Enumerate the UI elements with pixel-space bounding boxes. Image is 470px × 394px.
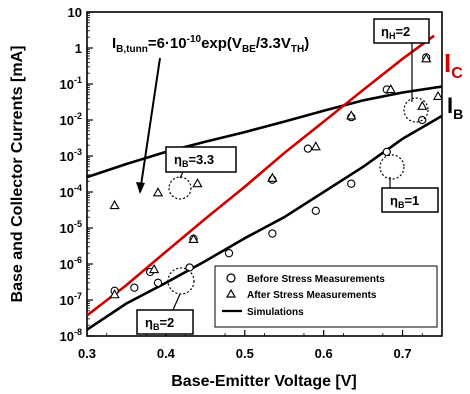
eta-b-2-box xyxy=(136,309,194,335)
before-stress-point xyxy=(130,283,139,292)
eta-b-33-box xyxy=(165,146,237,173)
eta-h-2-label: ηH=2 xyxy=(381,24,410,41)
after-stress-point xyxy=(192,178,203,188)
before-stress-point xyxy=(303,144,313,153)
after-stress-point xyxy=(109,199,120,210)
x-tick-labels: 0.3 0.4 0.5 0.6 0.7 xyxy=(78,346,412,361)
y-tick-label: 10-4 xyxy=(60,183,82,200)
x-axis-label: Base-Emitter Voltage [V] xyxy=(171,373,357,390)
ic-series-label: IC xyxy=(444,48,463,82)
formula-arrow-head xyxy=(136,182,145,194)
after-stress-point xyxy=(152,187,164,197)
before-stress-point xyxy=(311,206,320,215)
simulation-line-ib-1 xyxy=(87,85,442,179)
legend-label-after: After Stress Measurements xyxy=(247,290,377,301)
y-tick-label: 10-5 xyxy=(60,219,82,236)
measurement-markers xyxy=(109,53,442,299)
legend-box xyxy=(214,265,438,328)
simulation-line-ic xyxy=(87,34,435,317)
x-tick-label: 0.4 xyxy=(157,346,176,361)
y-tick-labels: 10-8 10-7 10-6 10-5 10-4 10-3 10-2 10-1 1 10 xyxy=(60,5,82,344)
after-stress-point xyxy=(148,263,160,274)
tick-marks xyxy=(86,11,423,337)
legend-label-simulations: Simulations xyxy=(247,307,304,318)
before-stress-point xyxy=(268,229,277,238)
y-axis-label: Base and Collector Currents [mA] xyxy=(9,46,26,303)
y-tick-label: 10-2 xyxy=(60,111,82,128)
legend-label-before: Before Stress Measurements xyxy=(247,274,385,285)
eta-b-1-box xyxy=(381,187,439,213)
eta-b-1-circle xyxy=(379,154,405,180)
after-stress-point xyxy=(421,53,432,63)
y-tick-label: 1 xyxy=(75,41,82,56)
x-tick-label: 0.5 xyxy=(236,346,254,361)
before-stress-point xyxy=(153,278,163,287)
y-tick-label: 10-6 xyxy=(60,255,82,272)
y-tick-label: 10 xyxy=(68,5,82,20)
x-tick-label: 0.7 xyxy=(394,346,412,361)
after-stress-point xyxy=(267,172,278,182)
legend-circle-marker xyxy=(226,273,236,283)
x-tick-label: 0.3 xyxy=(78,346,96,361)
before-stress-point xyxy=(347,179,356,188)
eta-b-2-connector xyxy=(172,293,181,311)
ib-series-label: IB xyxy=(447,93,463,122)
formula-arrow-line xyxy=(139,57,161,193)
before-stress-point xyxy=(185,263,194,272)
eta-b-2-label: ηB=2 xyxy=(145,315,174,332)
legend: Before Stress Measurements After Stress … xyxy=(214,265,438,328)
legend-triangle-marker xyxy=(225,288,237,298)
after-stress-point xyxy=(432,90,442,101)
after-stress-point xyxy=(385,83,396,94)
y-tick-label: 10-8 xyxy=(60,327,82,344)
after-stress-point xyxy=(310,141,321,151)
eta-b-2-circle xyxy=(167,267,195,295)
after-stress-point xyxy=(109,289,120,299)
after-stress-point xyxy=(346,110,357,120)
before-stress-point xyxy=(224,249,234,258)
formula-annotation: IB,tunn=6·10-10exp(VBE/3.3VTH) xyxy=(112,34,309,55)
eta-h-2-circle xyxy=(403,97,429,123)
y-tick-label: 10-7 xyxy=(60,291,82,308)
eta-h-2-box xyxy=(373,18,430,44)
after-stress-point xyxy=(417,100,428,110)
after-stress-point xyxy=(188,233,199,244)
before-stress-point xyxy=(382,147,391,157)
y-tick-label: 10-1 xyxy=(60,75,82,92)
eta-b-33-label: ηB=3.3 xyxy=(174,152,214,169)
x-tick-label: 0.6 xyxy=(315,346,333,361)
eta-b-33-circle xyxy=(168,176,192,200)
y-tick-label: 10-3 xyxy=(60,147,82,164)
eta-b-1-label: ηB=1 xyxy=(390,193,419,210)
